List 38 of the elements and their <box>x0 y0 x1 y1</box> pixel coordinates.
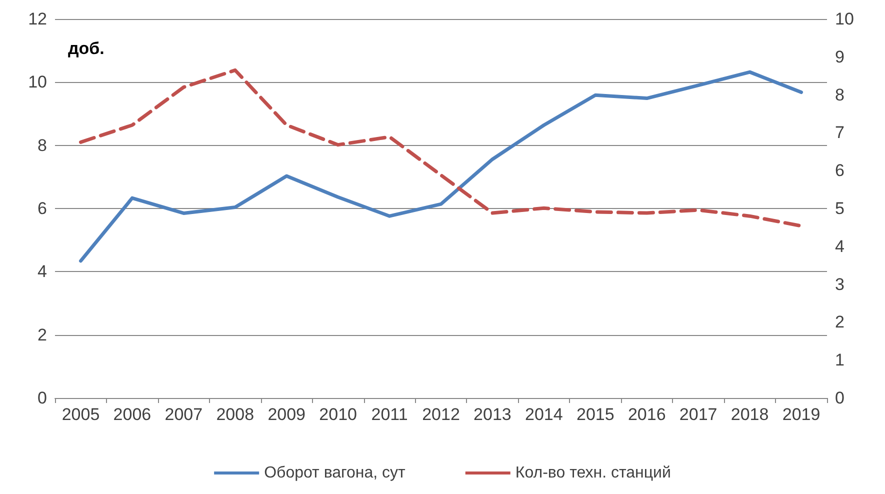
x-tick-label: 2019 <box>782 405 820 424</box>
y2-tick-label: 0 <box>835 388 844 408</box>
x-tick-label: 2009 <box>268 405 306 424</box>
y2-tick-label: 9 <box>835 47 844 66</box>
x-tick-label: 2006 <box>113 405 152 424</box>
annotation: доб. <box>68 39 104 58</box>
x-tick-label: 2007 <box>164 405 203 424</box>
y-tick-label: 0 <box>38 388 47 408</box>
x-tick-label: 2017 <box>679 405 718 424</box>
y-tick-label: 6 <box>38 199 47 218</box>
y-tick-label: 12 <box>28 10 47 28</box>
x-tick-label: 2005 <box>62 405 100 424</box>
y2-tick-label: 7 <box>835 123 844 142</box>
x-tick-label: 2016 <box>628 405 666 424</box>
x-tick-label: 2015 <box>576 405 614 424</box>
line-series <box>78 70 804 263</box>
x-tick-label: 2010 <box>319 405 357 424</box>
y2-tick-label: 10 <box>835 10 854 28</box>
x-tick-label: 2014 <box>525 405 563 424</box>
y-tick-label: 8 <box>38 136 47 155</box>
legend-label: Оборот вагона, сут <box>264 464 406 482</box>
y2-tick-label: 5 <box>835 199 844 218</box>
x-tick-label: 2018 <box>730 405 769 424</box>
x-tick-label: 2008 <box>216 405 254 424</box>
y-tick-label: 2 <box>38 325 47 344</box>
y2-tick-label: 4 <box>835 236 844 256</box>
x-tick-label: 2013 <box>474 405 512 424</box>
x-tick-label: 2012 <box>422 405 460 424</box>
x-tick-label: 2011 <box>371 405 408 424</box>
y2-tick-label: 3 <box>835 274 844 294</box>
y2-tick-label: 2 <box>835 312 844 332</box>
line-series <box>78 68 804 228</box>
y-tick-label: 10 <box>28 72 47 92</box>
y2-tick-label: 6 <box>835 161 844 180</box>
y2-tick-label: 1 <box>835 350 844 370</box>
legend-label: Кол-во техн. станций <box>515 464 671 482</box>
y2-tick-label: 8 <box>835 85 844 104</box>
y-tick-label: 4 <box>38 262 47 282</box>
